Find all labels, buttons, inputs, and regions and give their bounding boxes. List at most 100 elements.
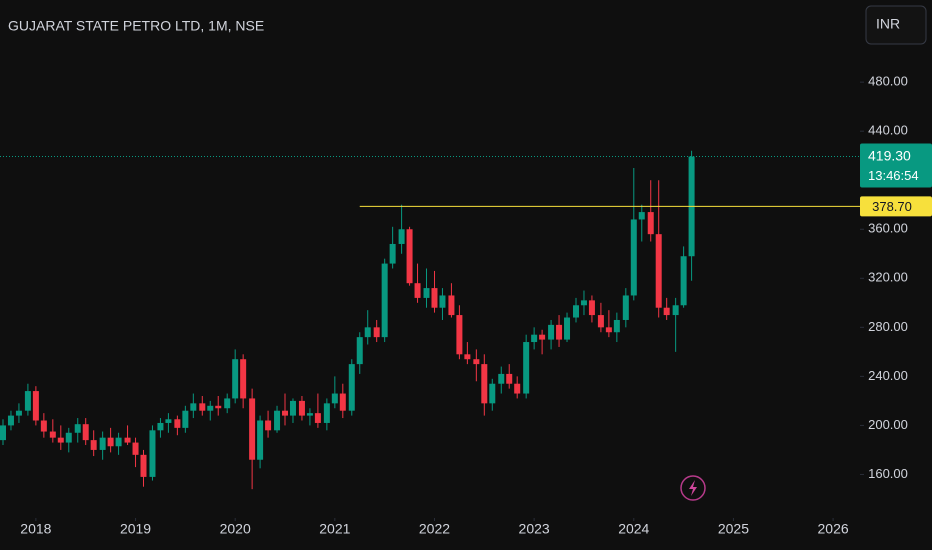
candle-body (82, 424, 89, 441)
candle-body (655, 234, 662, 308)
candle-body (630, 219, 637, 296)
candle-body (647, 212, 654, 235)
candle-body (24, 391, 31, 411)
candle-body (473, 359, 480, 365)
x-tick-label: 2026 (818, 521, 849, 537)
candle-body (406, 229, 413, 284)
candle-body (331, 393, 338, 404)
x-tick-label: 2020 (220, 521, 251, 537)
candle-body (439, 295, 446, 308)
candle-body (90, 440, 97, 450)
last-price-box (860, 143, 932, 188)
candle-body (423, 288, 430, 298)
candle-body (157, 422, 164, 431)
icon-bolt[interactable] (689, 480, 697, 496)
x-tick-label: 2021 (319, 521, 350, 537)
candle-body (506, 373, 513, 384)
candle-body (605, 327, 612, 333)
icon-circle[interactable] (680, 475, 706, 501)
candle-body (265, 420, 272, 431)
y-tick-label: 360.00 (868, 221, 908, 236)
candle-body (663, 307, 670, 316)
candle-body (190, 403, 197, 411)
y-tick-label: 320.00 (868, 270, 908, 285)
candle-body (49, 431, 56, 438)
candle-body (622, 295, 629, 320)
candle-body (149, 430, 156, 477)
candle-body (257, 420, 264, 460)
candle-body (381, 263, 388, 338)
candle-body (539, 334, 546, 340)
x-tick-label: 2025 (718, 521, 749, 537)
lightning-icon[interactable] (680, 475, 706, 501)
candle-body (306, 413, 313, 416)
candle-body (414, 283, 421, 298)
candle-body (431, 288, 438, 308)
candle-body (115, 437, 122, 447)
candle-body (448, 295, 455, 316)
hline-label-box (860, 196, 932, 217)
candle-body (182, 410, 189, 428)
candle-body (356, 337, 363, 365)
candle-body (564, 317, 571, 340)
candle-body (580, 300, 587, 306)
candle-body (215, 405, 222, 409)
candle-body (489, 383, 496, 404)
hline-label: 378.70 (872, 199, 912, 214)
candle-body (556, 324, 563, 340)
currency-label[interactable]: INR (876, 16, 900, 32)
candle-body (224, 398, 231, 409)
candle-body (240, 359, 247, 399)
candle-body (523, 342, 530, 394)
candle-body (613, 319, 620, 333)
candle-body (572, 305, 579, 318)
candle-body (99, 437, 106, 450)
candle-body (481, 364, 488, 404)
candle-body (282, 410, 289, 416)
y-tick-label: 240.00 (868, 368, 908, 383)
y-tick-label: 480.00 (868, 74, 908, 89)
y-tick-label: 280.00 (868, 319, 908, 334)
currency-button[interactable] (865, 5, 927, 45)
y-tick-label: 440.00 (868, 123, 908, 138)
candle-body (174, 419, 181, 428)
candle-body (7, 415, 14, 426)
y-tick-label: 160.00 (868, 466, 908, 481)
candle-body (498, 373, 505, 384)
candle-body (323, 403, 330, 423)
candle-body (165, 419, 172, 423)
candle-body (597, 315, 604, 328)
x-tick-label: 2018 (20, 521, 51, 537)
candle-body (65, 432, 72, 443)
candle-body (398, 229, 405, 244)
x-tick-label: 2022 (419, 521, 450, 537)
candle-body (289, 400, 296, 416)
candle-body (348, 364, 355, 411)
candle-body (274, 410, 281, 431)
countdown-label: 13:46:54 (868, 168, 919, 183)
x-tick-label: 2023 (519, 521, 550, 537)
x-tick-label: 2024 (618, 521, 649, 537)
candle-body (140, 454, 147, 477)
candle-body (364, 327, 371, 338)
candle-body (249, 398, 256, 460)
candle-body (314, 413, 321, 423)
chart-title: GUJARAT STATE PETRO LTD, 1M, NSE (8, 18, 264, 34)
last-price-label: 419.30 (868, 147, 911, 163)
y-tick-label: 200.00 (868, 417, 908, 432)
candle-body (199, 403, 206, 411)
candle-body (339, 393, 346, 411)
candle-body (680, 256, 687, 306)
candle-body (132, 442, 139, 455)
candle-body (373, 327, 380, 338)
candle-body (207, 405, 214, 411)
candle-body (531, 334, 538, 343)
candle-body (15, 410, 22, 416)
x-tick-label: 2019 (120, 521, 151, 537)
candles (0, 150, 695, 490)
candle-body (548, 324, 555, 340)
candle-body (40, 420, 47, 432)
